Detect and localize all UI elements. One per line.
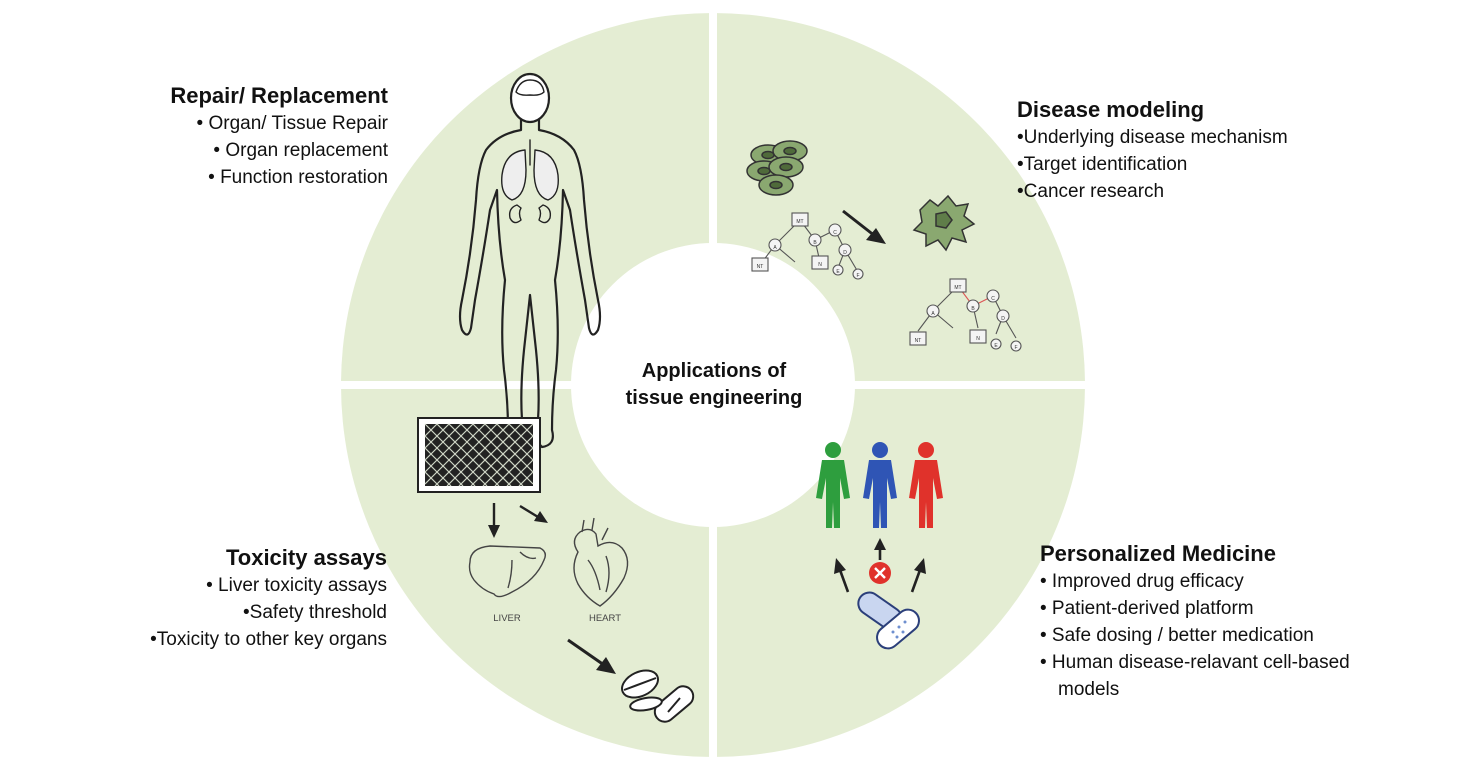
toxicity-heading: Toxicity assays	[225, 545, 387, 570]
personalized-item: models	[1058, 679, 1120, 700]
network-node-label: F	[1014, 345, 1017, 351]
personalized-item: • Patient-derived platform	[1040, 598, 1254, 619]
person-icon	[863, 442, 897, 528]
personalized-item: • Human disease-relavant cell-based	[1040, 652, 1350, 673]
heart-icon	[573, 517, 629, 607]
network-node-label: B	[971, 306, 975, 312]
network-node-label: N	[976, 336, 980, 342]
cell-cluster-icon	[746, 140, 808, 196]
repair-item: • Organ replacement	[213, 140, 388, 161]
network-node-label: D	[843, 250, 847, 256]
arrow-icon	[842, 209, 886, 244]
center-disc	[571, 243, 855, 527]
disease-block: Disease modeling •Underlying disease mec…	[1017, 96, 1288, 205]
disease-item: •Cancer research	[1017, 181, 1165, 202]
toxicity-item: •Safety threshold	[243, 602, 387, 623]
arrow-icon	[567, 638, 616, 674]
personalized-item: • Improved drug efficacy	[1040, 571, 1244, 592]
liver-label: LIVER	[493, 613, 521, 624]
repair-block: Repair/ Replacement • Organ/ Tissue Repa…	[170, 82, 388, 191]
network-node-label: C	[833, 230, 837, 236]
network-node-label: E	[836, 269, 840, 275]
well-plate-icon	[417, 417, 541, 493]
network-node-label: A	[773, 245, 777, 251]
network-node-label: MT	[796, 219, 803, 225]
center-title-line: Applications of	[641, 360, 787, 382]
network-node-label: NT	[915, 338, 922, 344]
disease-item: •Underlying disease mechanism	[1017, 127, 1288, 148]
center-title-line: tissue engineering	[625, 387, 803, 409]
arrow-icon	[488, 503, 548, 538]
liver-icon	[468, 545, 547, 598]
repair-heading: Repair/ Replacement	[170, 83, 388, 108]
person-icon	[816, 442, 850, 528]
cell-cluster-icon	[912, 194, 976, 252]
repair-item: • Function restoration	[208, 167, 388, 188]
network-node-label: F	[856, 273, 859, 279]
disease-heading: Disease modeling	[1017, 97, 1205, 122]
network-node-label: D	[1001, 316, 1005, 322]
arrow-icon	[834, 538, 926, 593]
network-node-label: N	[818, 262, 822, 268]
person-icon	[909, 442, 943, 528]
personalized-heading: Personalized Medicine	[1040, 541, 1276, 566]
network-node-label: C	[991, 296, 995, 302]
human-body-icon	[458, 72, 602, 449]
network-node-label: E	[994, 343, 998, 349]
disease-item: •Target identification	[1017, 154, 1188, 175]
network-graph-icon	[909, 278, 1022, 352]
toxicity-block: Toxicity assays • Liver toxicity assays …	[150, 544, 387, 653]
network-node-label: B	[813, 240, 817, 246]
personalized-item: • Safe dosing / better medication	[1040, 625, 1314, 646]
network-node-label: NT	[757, 264, 764, 270]
capsule-icon	[857, 591, 920, 650]
pills-icon	[621, 669, 695, 723]
heart-label: HEART	[589, 613, 621, 624]
center-title: Applications of tissue engineering	[594, 358, 834, 412]
network-node-label: MT	[954, 285, 961, 291]
cross-icon	[869, 562, 891, 584]
network-node-label: A	[931, 311, 935, 317]
personalized-block: Personalized Medicine • Improved drug ef…	[1040, 540, 1350, 703]
repair-item: • Organ/ Tissue Repair	[196, 113, 388, 134]
network-graph-icon	[751, 212, 864, 280]
toxicity-item: •Toxicity to other key organs	[150, 629, 387, 650]
toxicity-item: • Liver toxicity assays	[206, 575, 387, 596]
